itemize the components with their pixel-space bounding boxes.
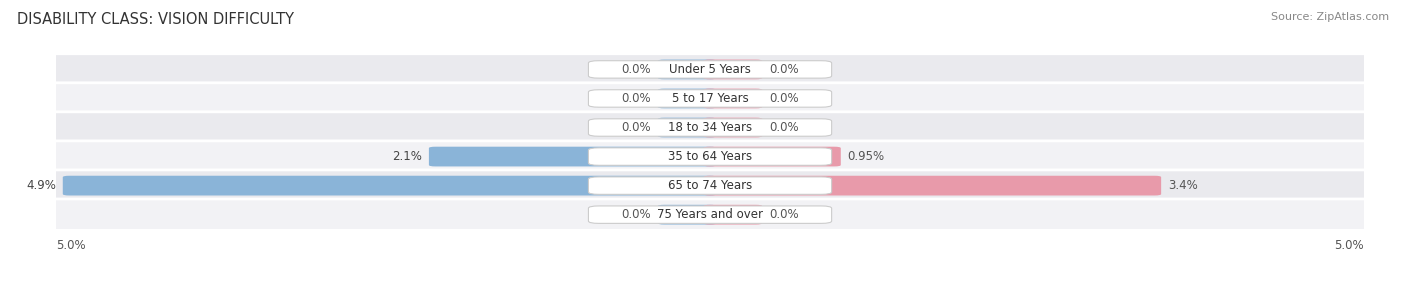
FancyBboxPatch shape	[46, 112, 1374, 143]
FancyBboxPatch shape	[658, 88, 717, 108]
FancyBboxPatch shape	[703, 118, 762, 137]
Text: 0.0%: 0.0%	[621, 92, 651, 105]
FancyBboxPatch shape	[703, 205, 762, 224]
FancyBboxPatch shape	[589, 177, 831, 194]
FancyBboxPatch shape	[46, 170, 1374, 201]
FancyBboxPatch shape	[46, 83, 1374, 114]
FancyBboxPatch shape	[589, 119, 831, 136]
FancyBboxPatch shape	[658, 118, 717, 137]
Text: 2.1%: 2.1%	[392, 150, 422, 163]
FancyBboxPatch shape	[46, 141, 1374, 172]
Text: 0.0%: 0.0%	[621, 121, 651, 134]
FancyBboxPatch shape	[703, 147, 841, 167]
Text: 5.0%: 5.0%	[56, 239, 86, 252]
Text: 0.0%: 0.0%	[769, 63, 799, 76]
Text: 0.0%: 0.0%	[621, 63, 651, 76]
Text: 0.0%: 0.0%	[769, 92, 799, 105]
Text: 0.0%: 0.0%	[621, 208, 651, 221]
FancyBboxPatch shape	[589, 148, 831, 165]
FancyBboxPatch shape	[63, 176, 717, 196]
Text: Source: ZipAtlas.com: Source: ZipAtlas.com	[1271, 12, 1389, 22]
Text: 4.9%: 4.9%	[27, 179, 56, 192]
Text: 75 Years and over: 75 Years and over	[657, 208, 763, 221]
FancyBboxPatch shape	[703, 176, 1161, 196]
FancyBboxPatch shape	[703, 59, 762, 79]
FancyBboxPatch shape	[589, 90, 831, 107]
FancyBboxPatch shape	[46, 54, 1374, 85]
Text: 0.0%: 0.0%	[769, 208, 799, 221]
Text: 18 to 34 Years: 18 to 34 Years	[668, 121, 752, 134]
Text: 3.4%: 3.4%	[1167, 179, 1198, 192]
Text: 5 to 17 Years: 5 to 17 Years	[672, 92, 748, 105]
Text: 5.0%: 5.0%	[1334, 239, 1364, 252]
FancyBboxPatch shape	[703, 88, 762, 108]
FancyBboxPatch shape	[658, 205, 717, 224]
FancyBboxPatch shape	[589, 61, 831, 78]
Text: 0.0%: 0.0%	[769, 121, 799, 134]
Text: 65 to 74 Years: 65 to 74 Years	[668, 179, 752, 192]
Text: 0.95%: 0.95%	[848, 150, 884, 163]
Text: 35 to 64 Years: 35 to 64 Years	[668, 150, 752, 163]
Text: DISABILITY CLASS: VISION DIFFICULTY: DISABILITY CLASS: VISION DIFFICULTY	[17, 12, 294, 27]
FancyBboxPatch shape	[46, 199, 1374, 230]
FancyBboxPatch shape	[429, 147, 717, 167]
FancyBboxPatch shape	[658, 59, 717, 79]
FancyBboxPatch shape	[589, 206, 831, 223]
Text: Under 5 Years: Under 5 Years	[669, 63, 751, 76]
